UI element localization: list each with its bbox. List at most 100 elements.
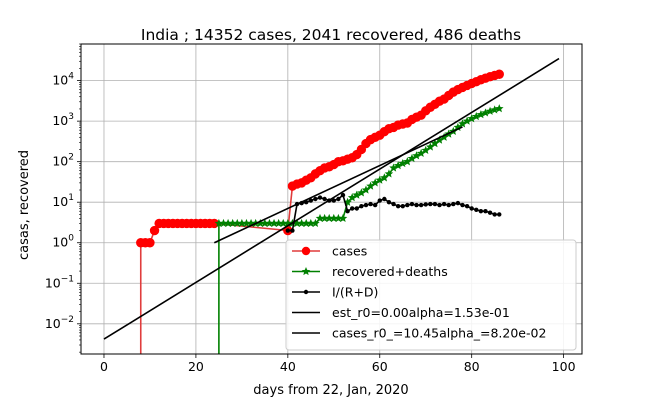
x-tick-label: 80 <box>464 359 480 374</box>
series-line <box>213 126 463 244</box>
data-point <box>370 178 380 187</box>
data-point <box>492 212 497 217</box>
y-tick-label: 102 <box>52 153 74 169</box>
legend-label: cases_r0_=10.45alpha_=8.20e-02 <box>332 326 546 341</box>
data-point <box>237 218 247 228</box>
data-point <box>455 200 461 206</box>
data-point <box>324 213 334 222</box>
data-point <box>451 201 456 207</box>
data-point <box>260 218 270 228</box>
data-point <box>242 218 251 228</box>
data-point <box>416 148 426 158</box>
data-point <box>421 145 430 155</box>
y-axis-ticks: 10−2 10−1 100 101 102 103 104 <box>45 43 81 353</box>
x-axis-ticks: 0 20 40 60 80 100 <box>100 354 576 374</box>
legend-marker <box>301 246 311 256</box>
data-point <box>494 69 504 79</box>
data-point <box>331 198 336 203</box>
data-point <box>290 228 295 233</box>
data-point <box>393 161 403 170</box>
data-point <box>149 225 160 236</box>
data-point <box>384 169 394 178</box>
data-point <box>269 218 279 228</box>
series-0 <box>136 69 504 354</box>
data-point <box>361 185 371 194</box>
legend-marker <box>301 267 311 276</box>
series-1 <box>214 104 504 354</box>
data-point <box>368 201 373 207</box>
data-point <box>380 173 389 182</box>
data-point <box>320 213 329 222</box>
data-point <box>329 213 339 222</box>
data-point <box>359 203 364 209</box>
data-point <box>308 198 314 203</box>
data-point <box>334 213 343 222</box>
data-point <box>145 238 155 248</box>
data-point <box>363 202 369 208</box>
data-point <box>423 202 428 207</box>
y-tick-label: 10−1 <box>45 274 74 290</box>
data-point <box>464 203 470 209</box>
data-point <box>223 218 233 228</box>
data-point <box>313 196 318 202</box>
data-point <box>285 228 291 233</box>
data-point <box>405 202 410 208</box>
data-point <box>357 188 366 197</box>
data-point <box>426 142 435 151</box>
series-line <box>103 57 560 340</box>
data-point <box>467 114 476 123</box>
y-tick-label: 101 <box>52 193 74 209</box>
data-point <box>352 190 362 199</box>
data-point <box>306 218 316 228</box>
data-point <box>487 210 493 215</box>
data-point <box>347 193 357 202</box>
series-3 <box>213 126 463 244</box>
legend-box <box>285 239 577 351</box>
y-tick-label: 100 <box>52 234 74 250</box>
data-point <box>453 122 463 132</box>
data-point <box>474 207 479 212</box>
data-point <box>265 218 274 228</box>
data-point <box>395 203 401 209</box>
data-point <box>219 218 228 228</box>
x-tick-label: 40 <box>280 359 296 374</box>
data-point <box>255 218 265 228</box>
legend-label: I/(R+D) <box>332 285 378 300</box>
data-point <box>372 202 378 208</box>
data-point <box>412 151 421 160</box>
data-point <box>497 212 502 217</box>
data-point <box>430 139 440 148</box>
data-point <box>315 213 325 222</box>
data-point <box>375 175 385 184</box>
data-point <box>274 218 283 228</box>
data-point <box>458 119 467 128</box>
data-point <box>340 192 346 198</box>
data-point <box>349 206 355 211</box>
data-point <box>435 135 444 144</box>
y-axis-label: casas, recovered <box>17 150 32 260</box>
legend-marker <box>303 289 309 295</box>
data-point <box>446 202 451 208</box>
data-point <box>409 201 415 207</box>
y-tick-label: 10−2 <box>45 315 74 331</box>
data-point <box>462 116 472 125</box>
data-point <box>414 202 419 208</box>
data-point <box>494 104 504 113</box>
data-point <box>354 206 359 211</box>
data-point <box>214 218 224 228</box>
data-point <box>345 209 350 214</box>
legend-label: est_r0=0.00alpha=1.53e-01 <box>332 305 510 320</box>
data-point <box>389 163 398 172</box>
legend: cases recovered+deaths I/(R+D) est_r0=0.00a… <box>285 239 577 351</box>
data-point <box>366 181 375 190</box>
series-2 <box>285 192 502 233</box>
y-tick-label: 103 <box>52 112 74 128</box>
data-point <box>322 196 327 202</box>
y-tick-label: 104 <box>52 72 74 88</box>
data-point <box>478 209 484 214</box>
data-point <box>292 218 302 228</box>
data-point <box>418 202 424 208</box>
data-point <box>297 218 306 228</box>
data-point <box>338 213 348 222</box>
